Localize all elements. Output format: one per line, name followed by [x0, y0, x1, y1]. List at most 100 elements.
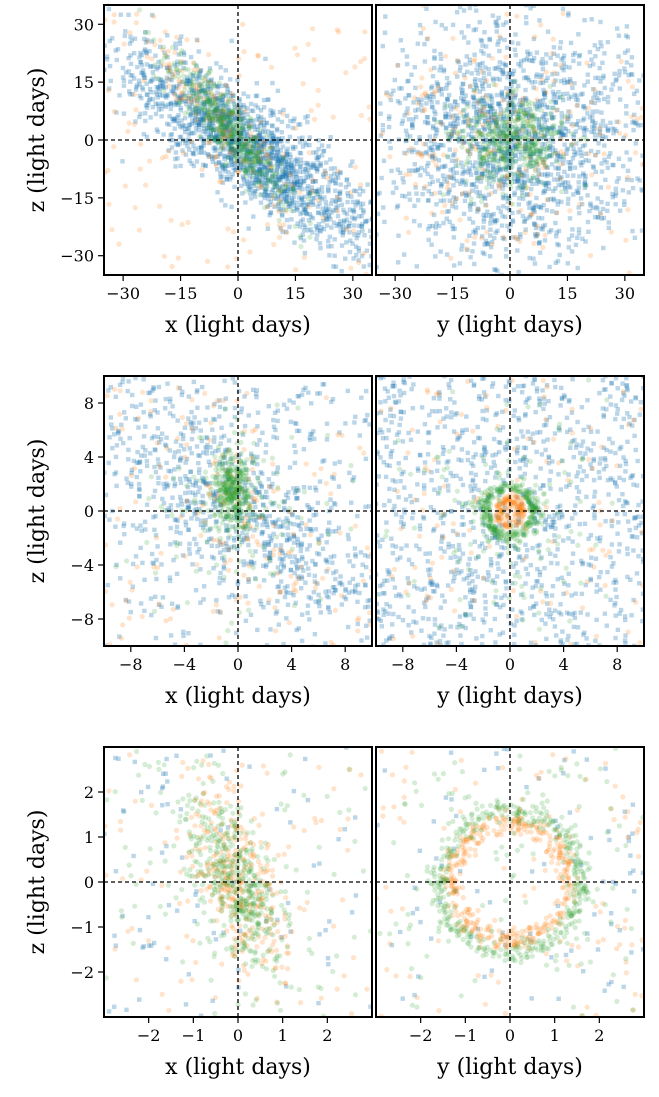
- data-point: [534, 129, 540, 135]
- data-point: [422, 183, 428, 190]
- data-point: [567, 65, 572, 70]
- data-point: [229, 91, 235, 97]
- data-point: [503, 54, 509, 60]
- data-point: [238, 167, 243, 172]
- data-point: [217, 127, 223, 134]
- data-point: [221, 126, 227, 132]
- data-point: [148, 79, 153, 84]
- data-point: [566, 237, 572, 242]
- data-point: [516, 202, 521, 207]
- data-point: [263, 159, 269, 165]
- data-point: [262, 142, 267, 147]
- data-point: [110, 36, 115, 41]
- data-point: [558, 131, 564, 137]
- data-point: [171, 89, 176, 94]
- data-point: [234, 123, 239, 128]
- data-point: [206, 89, 212, 95]
- data-point: [508, 185, 514, 191]
- data-point: [228, 144, 234, 150]
- data-point: [188, 112, 194, 117]
- data-point: [532, 134, 538, 139]
- data-point: [494, 76, 500, 81]
- data-point: [263, 152, 268, 157]
- data-point: [197, 70, 202, 75]
- data-point: [528, 158, 534, 164]
- data-point: [549, 115, 556, 121]
- data-point: [466, 192, 472, 197]
- data-point: [251, 135, 256, 140]
- data-point: [201, 107, 208, 114]
- data-point: [519, 172, 525, 178]
- data-point: [565, 80, 571, 85]
- data-point: [483, 202, 489, 208]
- data-point: [147, 390, 153, 395]
- data-point: [191, 163, 197, 169]
- data-point: [206, 152, 211, 158]
- data-point: [489, 96, 495, 102]
- data-point: [534, 147, 540, 153]
- data-point: [249, 119, 254, 124]
- data-point: [190, 72, 195, 78]
- data-point: [238, 146, 244, 152]
- data-point: [558, 40, 564, 45]
- data-point: [444, 252, 450, 257]
- data-point: [560, 6, 566, 12]
- data-point: [514, 114, 521, 120]
- data-point: [153, 447, 158, 453]
- data-point: [501, 120, 507, 126]
- data-point: [266, 178, 271, 183]
- data-point: [362, 418, 367, 424]
- data-point: [501, 164, 507, 170]
- data-point: [410, 149, 415, 155]
- data-point: [122, 521, 127, 526]
- data-point: [283, 208, 289, 214]
- data-point: [338, 170, 343, 175]
- data-point: [592, 123, 597, 128]
- data-point: [501, 61, 506, 66]
- data-point: [555, 202, 560, 207]
- data-point: [577, 52, 583, 58]
- data-point: [232, 102, 239, 108]
- data-point: [272, 152, 277, 158]
- data-point: [518, 232, 523, 237]
- data-point: [532, 157, 538, 163]
- data-point: [526, 153, 532, 159]
- data-point: [542, 189, 548, 194]
- data-point: [556, 243, 561, 248]
- data-point: [226, 170, 231, 175]
- data-point: [524, 192, 530, 197]
- data-point: [282, 167, 287, 172]
- data-point: [503, 182, 508, 188]
- data-point: [215, 96, 220, 101]
- data-point: [501, 22, 506, 27]
- data-point: [159, 114, 164, 119]
- data-point: [184, 82, 189, 87]
- data-point: [577, 174, 582, 179]
- data-point: [130, 73, 135, 78]
- data-point: [550, 105, 556, 110]
- data-point: [485, 163, 490, 168]
- data-point: [254, 81, 259, 86]
- data-point: [495, 148, 501, 154]
- data-point: [416, 100, 422, 105]
- data-point: [490, 13, 496, 18]
- data-point: [403, 128, 409, 133]
- data-point: [315, 232, 320, 237]
- data-point: [211, 439, 217, 444]
- data-point: [232, 122, 238, 128]
- data-point: [236, 141, 241, 146]
- data-point: [476, 113, 482, 120]
- data-point: [318, 163, 323, 169]
- data-point: [509, 124, 515, 129]
- data-point: [245, 141, 251, 147]
- data-point: [300, 81, 306, 87]
- data-point: [367, 241, 372, 246]
- data-point: [172, 116, 177, 122]
- data-point: [527, 107, 533, 112]
- data-point: [284, 152, 290, 157]
- data-point: [189, 82, 195, 88]
- data-point: [395, 63, 401, 68]
- data-point: [167, 448, 172, 453]
- data-point: [220, 134, 225, 139]
- data-point: [435, 83, 440, 89]
